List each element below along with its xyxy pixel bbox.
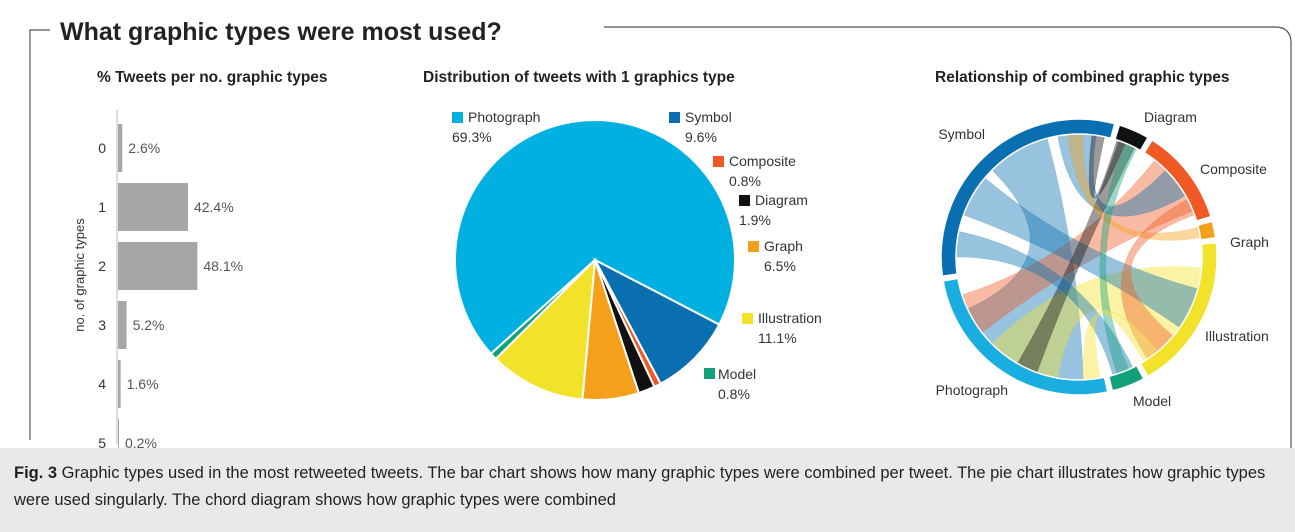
pie-slice-illustration [494, 257, 597, 401]
pie-legend-swatch [704, 368, 715, 379]
bar-chart-title: % Tweets per no. graphic types [97, 69, 328, 86]
pie-legend-swatch [669, 112, 680, 123]
pie-legend-swatch [742, 313, 753, 324]
chord-chart-title: Relationship of combined graphic types [935, 69, 1230, 86]
bar-category-label: 5 [98, 435, 106, 451]
pie-slice-name-label: Model [718, 366, 756, 382]
pie-slice-name-label: Photograph [468, 109, 540, 125]
chord-arc-model [1107, 364, 1145, 392]
chord-arc-symbol [940, 118, 1116, 278]
chord-label-illustration: Illustration [1205, 328, 1269, 344]
caption-label: Fig. 3 [14, 464, 58, 482]
bar-value-label: 1.6% [127, 376, 159, 392]
figure-svg: no. of graphic types 0 2.6% 1 42.4% 2 48.1% 3 5… [29, 26, 1292, 467]
caption-text: Fig. 3 Graphic types used in the most re… [14, 460, 1284, 514]
pie-slice-value-label: 0.8% [718, 386, 750, 402]
bar-0 [118, 124, 123, 172]
bar-category-label: 1 [98, 199, 106, 215]
chord-label-photograph: Photograph [936, 382, 1008, 398]
pie-slice-value-label: 11.1% [758, 330, 797, 346]
chord-arc-composite [1143, 138, 1212, 222]
bar-1 [118, 183, 188, 231]
pie-slice-name-label: Illustration [758, 310, 822, 326]
pie-legend-swatch [713, 156, 724, 167]
chord-label-diagram: Diagram [1144, 109, 1197, 125]
figure-panel: no. of graphic types 0 2.6% 1 42.4% 2 48.1% 3 5… [29, 18, 1292, 467]
pie-legend-swatch [748, 241, 759, 252]
pie-legend-swatch [739, 195, 750, 206]
pie-chart-title: Distribution of tweets with 1 graphics t… [423, 69, 735, 86]
pie-slice-value-label: 1.9% [739, 212, 771, 228]
pie-chart: Photograph 69.3% Symbol 9.6% Composite 0.8% Di… [452, 109, 822, 402]
figure-main-title: What graphic types were most used? [60, 18, 502, 46]
pie-slice-name-label: Symbol [685, 109, 732, 125]
bar-chart: no. of graphic types 0 2.6% 1 42.4% 2 48.1% 3 5… [72, 110, 243, 467]
chord-label-model: Model [1133, 393, 1171, 409]
pie-slice-name-label: Diagram [755, 192, 808, 208]
pie-slice-name-label: Graph [764, 238, 803, 254]
caption-body: Graphic types used in the most retweeted… [14, 464, 1266, 509]
pie-slice-photograph [454, 119, 736, 356]
chord-arc-photograph [942, 277, 1109, 396]
chord-diagram: Diagram Composite Graph Illustration Model Ph… [936, 109, 1269, 409]
bar-value-label: 0.2% [125, 435, 157, 451]
bar-y-axis-label: no. of graphic types [72, 218, 87, 332]
bar-5 [118, 419, 119, 467]
bar-4 [118, 360, 121, 408]
bar-category-label: 3 [98, 317, 106, 333]
bar-value-label: 48.1% [203, 258, 243, 274]
bar-value-label: 5.2% [133, 317, 165, 333]
chord-arc-graph [1196, 220, 1217, 241]
figure-frame [29, 26, 1292, 448]
chord-arc-illustration [1139, 241, 1218, 378]
figure-caption: Fig. 3 Graphic types used in the most re… [0, 448, 1295, 532]
bar-2 [118, 242, 198, 290]
bar-3 [118, 301, 127, 349]
pie-slice-model [489, 259, 596, 361]
bar-category-label: 2 [98, 258, 106, 274]
bar-category-label: 0 [98, 140, 106, 156]
bar-value-label: 2.6% [128, 140, 160, 156]
chord-label-composite: Composite [1200, 161, 1267, 177]
pie-slice-value-label: 0.8% [729, 173, 761, 189]
pie-slice-value-label: 69.3% [452, 129, 492, 145]
pie-slice-value-label: 6.5% [764, 258, 796, 274]
pie-slice-name-label: Composite [729, 153, 796, 169]
pie-slice-value-label: 9.6% [685, 129, 717, 145]
pie-legend-swatch [452, 112, 463, 123]
bar-value-label: 42.4% [194, 199, 234, 215]
bar-category-label: 4 [98, 376, 106, 392]
pie-slice-symbol [592, 257, 721, 386]
chord-label-symbol: Symbol [938, 126, 985, 142]
chord-label-graph: Graph [1230, 234, 1269, 250]
chord-arc-diagram [1114, 124, 1150, 152]
